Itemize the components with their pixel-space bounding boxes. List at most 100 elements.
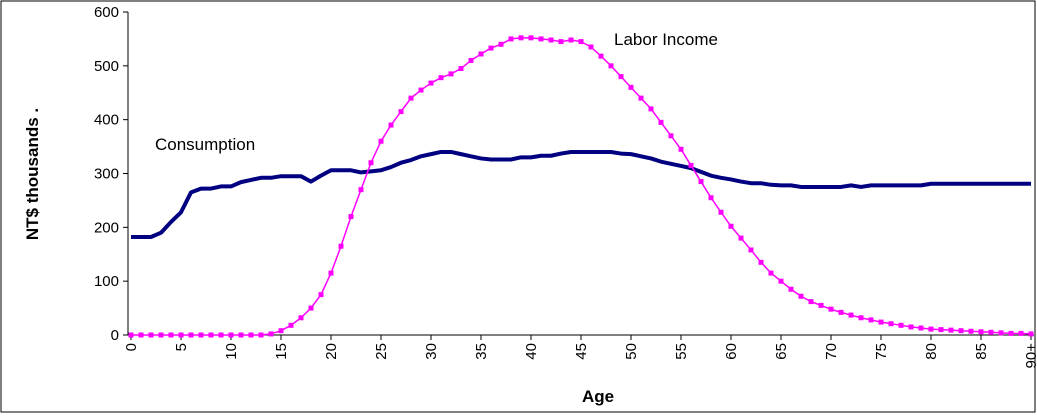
data-point	[368, 160, 374, 166]
x-tick-label: 45	[573, 343, 590, 360]
data-point	[558, 39, 564, 45]
y-tick-label: 200	[94, 219, 119, 236]
data-point	[378, 138, 384, 144]
data-point	[478, 51, 484, 57]
data-point	[878, 319, 884, 325]
data-point	[598, 53, 604, 59]
data-point	[518, 35, 524, 41]
data-point	[1028, 331, 1034, 337]
data-point	[308, 305, 314, 311]
data-point	[678, 146, 684, 152]
data-point	[418, 87, 424, 93]
x-tick-label: 90+	[1023, 343, 1037, 369]
data-point	[628, 84, 634, 90]
data-point	[468, 57, 474, 63]
data-point	[868, 317, 874, 323]
data-point	[458, 66, 464, 72]
data-point	[258, 332, 264, 338]
data-point	[658, 119, 664, 125]
x-tick-label: 40	[523, 343, 540, 360]
data-point	[538, 36, 544, 42]
data-point	[398, 109, 404, 115]
data-point	[638, 95, 644, 101]
data-point	[168, 332, 174, 338]
y-tick-label: 600	[94, 4, 119, 21]
data-point	[928, 326, 934, 332]
data-point	[748, 247, 754, 253]
data-point	[328, 270, 334, 276]
data-point	[148, 332, 154, 338]
data-point	[248, 332, 254, 338]
x-tick-label: 65	[773, 343, 790, 360]
x-tick-label: 30	[423, 343, 440, 360]
data-point	[688, 162, 694, 168]
data-point	[888, 321, 894, 327]
series-label: Consumption	[155, 135, 255, 154]
data-point	[778, 278, 784, 284]
y-tick-label: 0	[111, 327, 119, 344]
data-point	[218, 332, 224, 338]
data-point	[138, 332, 144, 338]
data-point	[948, 327, 954, 333]
data-point	[708, 195, 714, 201]
data-point	[728, 223, 734, 229]
data-point	[938, 327, 944, 333]
x-tick-label: 15	[273, 343, 290, 360]
y-tick-label: 400	[94, 112, 119, 129]
x-tick-label: 70	[823, 343, 840, 360]
data-point	[448, 71, 454, 77]
data-point	[388, 122, 394, 128]
x-tick-label: 55	[673, 343, 690, 360]
data-point	[548, 37, 554, 43]
data-point	[858, 315, 864, 321]
y-tick-label: 300	[94, 166, 119, 183]
data-point	[338, 243, 344, 249]
data-point	[718, 209, 724, 215]
data-point	[978, 329, 984, 335]
data-point	[228, 332, 234, 338]
data-point	[408, 95, 414, 101]
data-point	[348, 214, 354, 220]
data-point	[128, 332, 134, 338]
y-tick-label: 500	[94, 58, 119, 75]
x-axis-title: Age	[582, 387, 614, 406]
data-point	[438, 75, 444, 81]
data-point	[508, 36, 514, 42]
y-tick-label: 100	[94, 273, 119, 290]
data-point	[298, 315, 304, 321]
data-point	[318, 292, 324, 298]
data-point	[668, 133, 674, 139]
data-point	[738, 235, 744, 241]
data-point	[498, 41, 504, 47]
x-tick-label: 80	[923, 343, 940, 360]
data-point	[1008, 330, 1014, 336]
x-tick-label: 50	[623, 343, 640, 360]
x-tick-label: 85	[973, 343, 990, 360]
x-tick-label: 75	[873, 343, 890, 360]
data-point	[288, 322, 294, 328]
data-point	[698, 179, 704, 185]
data-point	[488, 45, 494, 51]
data-point	[208, 332, 214, 338]
x-tick-label: 25	[373, 343, 390, 360]
data-point	[588, 44, 594, 50]
x-tick-label: 20	[323, 343, 340, 360]
data-point	[838, 309, 844, 315]
data-point	[358, 187, 364, 193]
data-point	[758, 259, 764, 265]
data-point	[958, 328, 964, 334]
data-point	[188, 332, 194, 338]
data-point	[808, 299, 814, 305]
data-point	[768, 270, 774, 276]
data-point	[278, 328, 284, 334]
data-point	[428, 80, 434, 86]
data-point	[528, 35, 534, 41]
data-point	[788, 286, 794, 292]
data-point	[158, 332, 164, 338]
data-point	[818, 302, 824, 308]
data-point	[848, 312, 854, 318]
data-point	[798, 293, 804, 299]
x-tick-label: 35	[473, 343, 490, 360]
data-point	[608, 63, 614, 69]
